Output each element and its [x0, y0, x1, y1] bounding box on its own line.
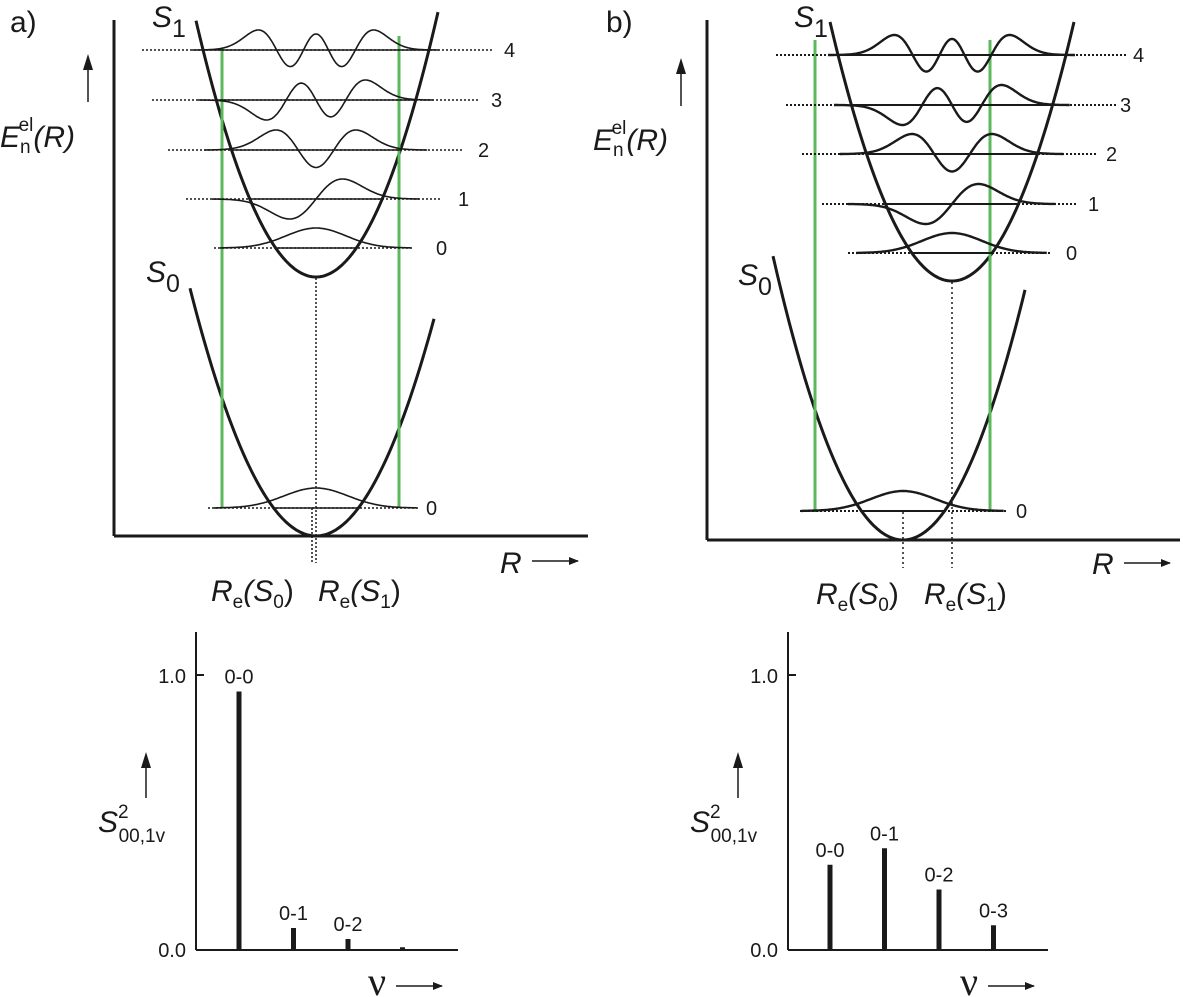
- bars-a-bar-1-label: 0-1: [279, 903, 308, 925]
- bars-b-bar-0-label: 0-0: [816, 840, 845, 862]
- panel-a-s1-label: S1: [152, 1, 186, 43]
- a-s0-level-0-label: 0: [426, 498, 437, 520]
- b-s1-level-1-label: 1: [1088, 194, 1099, 216]
- panel-b-tick-0: 0.0: [750, 940, 778, 962]
- b-s1-level-4-label: 4: [1133, 45, 1144, 67]
- b-s1-wavefunction-4: [828, 33, 1075, 73]
- panel-b-intensity-label: S2 00,1v: [690, 802, 758, 847]
- b-s1-wavefunction-3: [834, 83, 1070, 127]
- a-s1-level-3-label: 3: [491, 90, 502, 112]
- panel-a-s0-potential-curve: [188, 287, 436, 538]
- a-s0-wavefunction-0: [214, 487, 417, 509]
- b-s1-level-3-label: 3: [1120, 95, 1131, 117]
- panel-a-energy-label: Enel(R): [0, 115, 75, 158]
- a-s1-wavefunction-4: [192, 29, 439, 68]
- b-s0-level-0-label: 0: [1016, 501, 1027, 523]
- a-s1-level-4-label: 4: [504, 40, 515, 62]
- panel-a-intensity-plot: 1.0 0.0 S2 00,1v ν 0-0 0-1 0-2: [98, 632, 458, 997]
- panel-b-potential-diagram: b) Enel(R) R S1 S0 0 1 2 3 4 0 Re(S0) Re(S1): [593, 1, 1180, 616]
- panel-a-s0-label: S0: [146, 256, 180, 298]
- b-s1-wavefunction-0: [856, 231, 1047, 255]
- a-s1-level-0-label: 0: [436, 238, 447, 260]
- bars-a-bar-2-label: 0-2: [334, 914, 363, 936]
- bars-b-bar-2-label: 0-2: [925, 865, 954, 887]
- a-s1-wavefunction-1: [212, 178, 420, 220]
- panel-b-energy-label: Enel(R): [593, 118, 668, 161]
- a-s1-wavefunction-3: [198, 79, 434, 121]
- b-s1-level-2-label: 2: [1106, 144, 1117, 166]
- panel-b-s0-label: S0: [738, 259, 772, 301]
- panel-b-r-label: R: [1092, 548, 1114, 581]
- panel-a-re-s1-label: Re(S1): [318, 575, 401, 613]
- panel-b-s1-potential-curve: [828, 21, 1076, 283]
- panel-a-re-s0-label: Re(S0): [211, 575, 294, 613]
- a-s1-level-2-label: 2: [478, 140, 489, 162]
- panel-a-tick-0: 0.0: [158, 940, 186, 962]
- panel-b-nu-label: ν: [960, 959, 978, 997]
- panel-a-s1-potential-curve: [194, 11, 440, 279]
- bars-b-bar-1-label: 0-1: [870, 823, 899, 845]
- panel-a-r-label: R: [500, 547, 522, 580]
- panel-a-potential-diagram: a) Enel(R) R S1 S0 0 1 2 3 4 0 Re(S0) Re(S1): [0, 1, 588, 613]
- b-s1-wavefunction-2: [840, 132, 1064, 173]
- b-s0-wavefunction-0: [801, 489, 1004, 513]
- panel-a-nu-label: ν: [368, 959, 386, 997]
- panel-b-s1-label: S1: [794, 1, 828, 43]
- b-s1-level-0-label: 0: [1066, 243, 1077, 265]
- panel-a-tag: a): [10, 6, 37, 39]
- panel-b-s0-potential-curve: [771, 255, 1027, 542]
- bars-a-bar-0-label: 0-0: [225, 667, 254, 689]
- a-s1-level-1-label: 1: [458, 189, 469, 211]
- panel-b-re-s1-label: Re(S1): [924, 578, 1007, 616]
- a-s1-wavefunction-0: [220, 227, 411, 249]
- panel-a-intensity-label: S2 00,1v: [98, 802, 166, 847]
- bars-b-bar-3-label: 0-3: [979, 900, 1008, 922]
- panel-a-tick-1: 1.0: [158, 666, 186, 688]
- panel-b-re-s0-label: Re(S0): [816, 578, 899, 616]
- panel-b-intensity-plot: 1.0 0.0 S2 00,1v ν 0-0 0-1 0-2 0-3: [690, 632, 1048, 997]
- a-s1-wavefunction-2: [204, 129, 428, 169]
- panel-b-tick-1: 1.0: [750, 666, 778, 688]
- b-s1-wavefunction-1: [848, 182, 1056, 226]
- panel-b-tag: b): [606, 6, 633, 39]
